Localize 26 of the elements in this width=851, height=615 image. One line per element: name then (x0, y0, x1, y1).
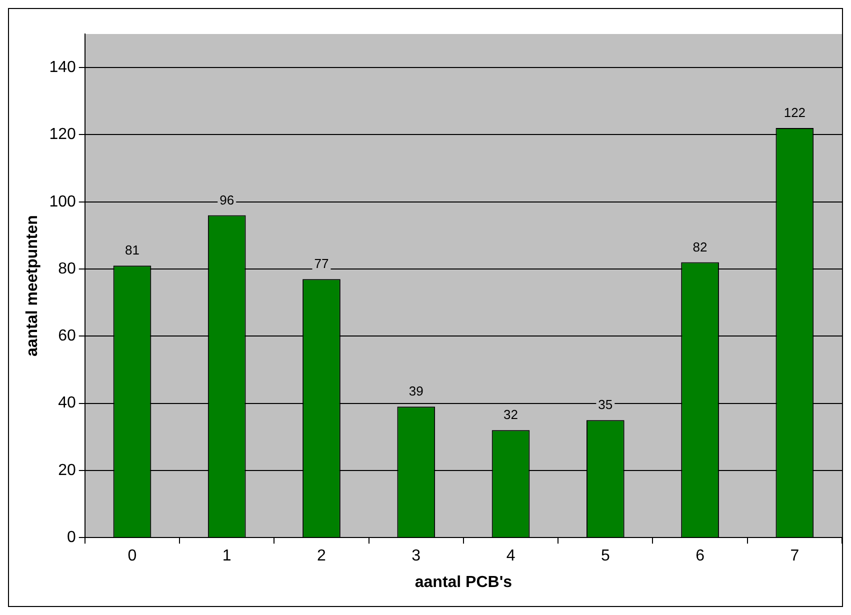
x-tick-label: 1 (222, 548, 232, 565)
x-tick-label: 3 (412, 548, 421, 565)
x-tick-label: 0 (128, 548, 137, 565)
y-tick-label: 80 (58, 260, 76, 278)
data-label: 81 (124, 242, 140, 258)
y-tick-label: 140 (49, 58, 76, 76)
data-label: 35 (598, 397, 613, 412)
y-tick-label: 40 (58, 394, 76, 412)
x-tick-label: 6 (696, 548, 705, 565)
x-axis-title: aantal PCB's (414, 574, 512, 591)
y-tick-label: 100 (49, 193, 76, 210)
x-tick-label: 2 (317, 548, 326, 565)
y-tick-label: 120 (49, 126, 76, 144)
data-label: 82 (692, 239, 708, 254)
x-tick-label: 5 (600, 548, 610, 565)
x-tick-label: 4 (506, 548, 516, 565)
y-axis-title: aantal meetpunten (24, 215, 42, 356)
data-label: 39 (408, 384, 424, 399)
x-tick-label: 7 (790, 548, 800, 565)
y-tick-label: 0 (66, 529, 76, 546)
data-label: 77 (314, 256, 329, 272)
data-label: 32 (504, 407, 518, 422)
y-tick-label: 20 (58, 462, 76, 479)
y-tick-label: 60 (58, 328, 76, 345)
data-label: 96 (220, 192, 234, 208)
data-label: 122 (784, 105, 806, 120)
